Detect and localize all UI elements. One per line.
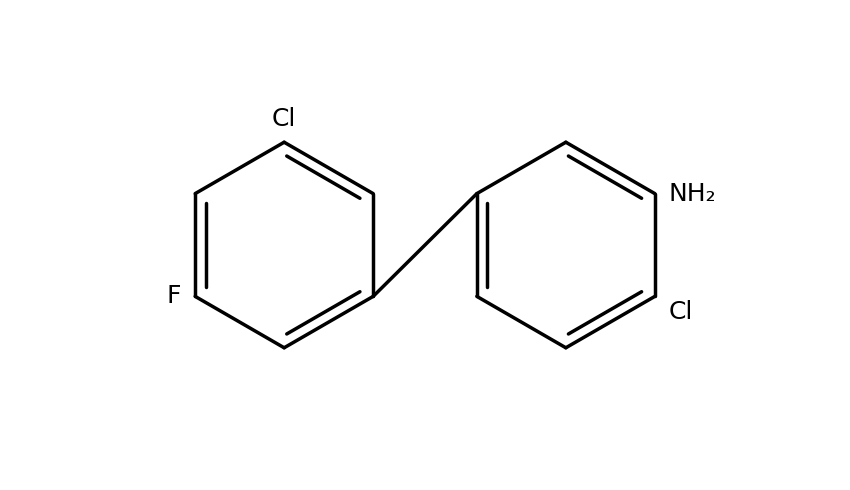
Text: Cl: Cl [669, 300, 693, 324]
Text: Cl: Cl [272, 107, 297, 131]
Text: F: F [167, 284, 181, 308]
Text: NH₂: NH₂ [669, 182, 717, 206]
